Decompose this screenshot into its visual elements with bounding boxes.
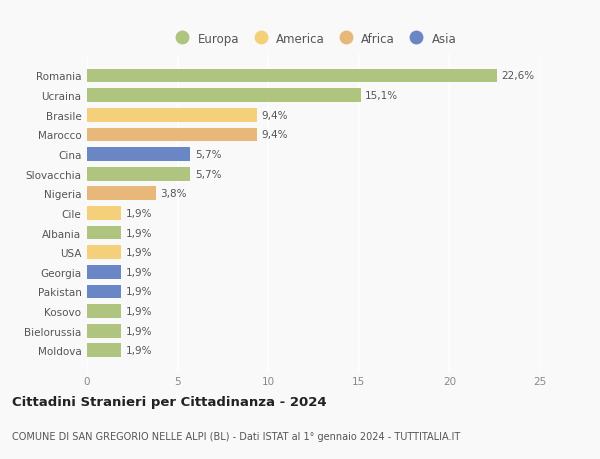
- Text: 15,1%: 15,1%: [365, 91, 398, 101]
- Text: 1,9%: 1,9%: [126, 208, 152, 218]
- Bar: [87, 128, 257, 142]
- Bar: [87, 207, 121, 220]
- Legend: Europa, America, Africa, Asia: Europa, America, Africa, Asia: [170, 33, 457, 45]
- Text: 1,9%: 1,9%: [126, 228, 152, 238]
- Bar: [87, 187, 156, 201]
- Text: 1,9%: 1,9%: [126, 247, 152, 257]
- Text: 1,9%: 1,9%: [126, 306, 152, 316]
- Bar: [87, 69, 497, 83]
- Text: Cittadini Stranieri per Cittadinanza - 2024: Cittadini Stranieri per Cittadinanza - 2…: [12, 396, 326, 409]
- Bar: [87, 109, 257, 123]
- Bar: [87, 246, 121, 259]
- Text: 1,9%: 1,9%: [126, 346, 152, 356]
- Text: 5,7%: 5,7%: [195, 150, 221, 160]
- Bar: [87, 265, 121, 279]
- Bar: [87, 324, 121, 338]
- Bar: [87, 285, 121, 299]
- Text: 3,8%: 3,8%: [160, 189, 187, 199]
- Bar: [87, 226, 121, 240]
- Bar: [87, 344, 121, 358]
- Bar: [87, 168, 190, 181]
- Text: 9,4%: 9,4%: [262, 111, 289, 121]
- Bar: [87, 89, 361, 103]
- Bar: [87, 148, 190, 162]
- Text: 1,9%: 1,9%: [126, 267, 152, 277]
- Text: COMUNE DI SAN GREGORIO NELLE ALPI (BL) - Dati ISTAT al 1° gennaio 2024 - TUTTITA: COMUNE DI SAN GREGORIO NELLE ALPI (BL) -…: [12, 431, 460, 441]
- Bar: [87, 304, 121, 318]
- Text: 5,7%: 5,7%: [195, 169, 221, 179]
- Text: 1,9%: 1,9%: [126, 287, 152, 297]
- Text: 9,4%: 9,4%: [262, 130, 289, 140]
- Text: 1,9%: 1,9%: [126, 326, 152, 336]
- Text: 22,6%: 22,6%: [501, 71, 534, 81]
